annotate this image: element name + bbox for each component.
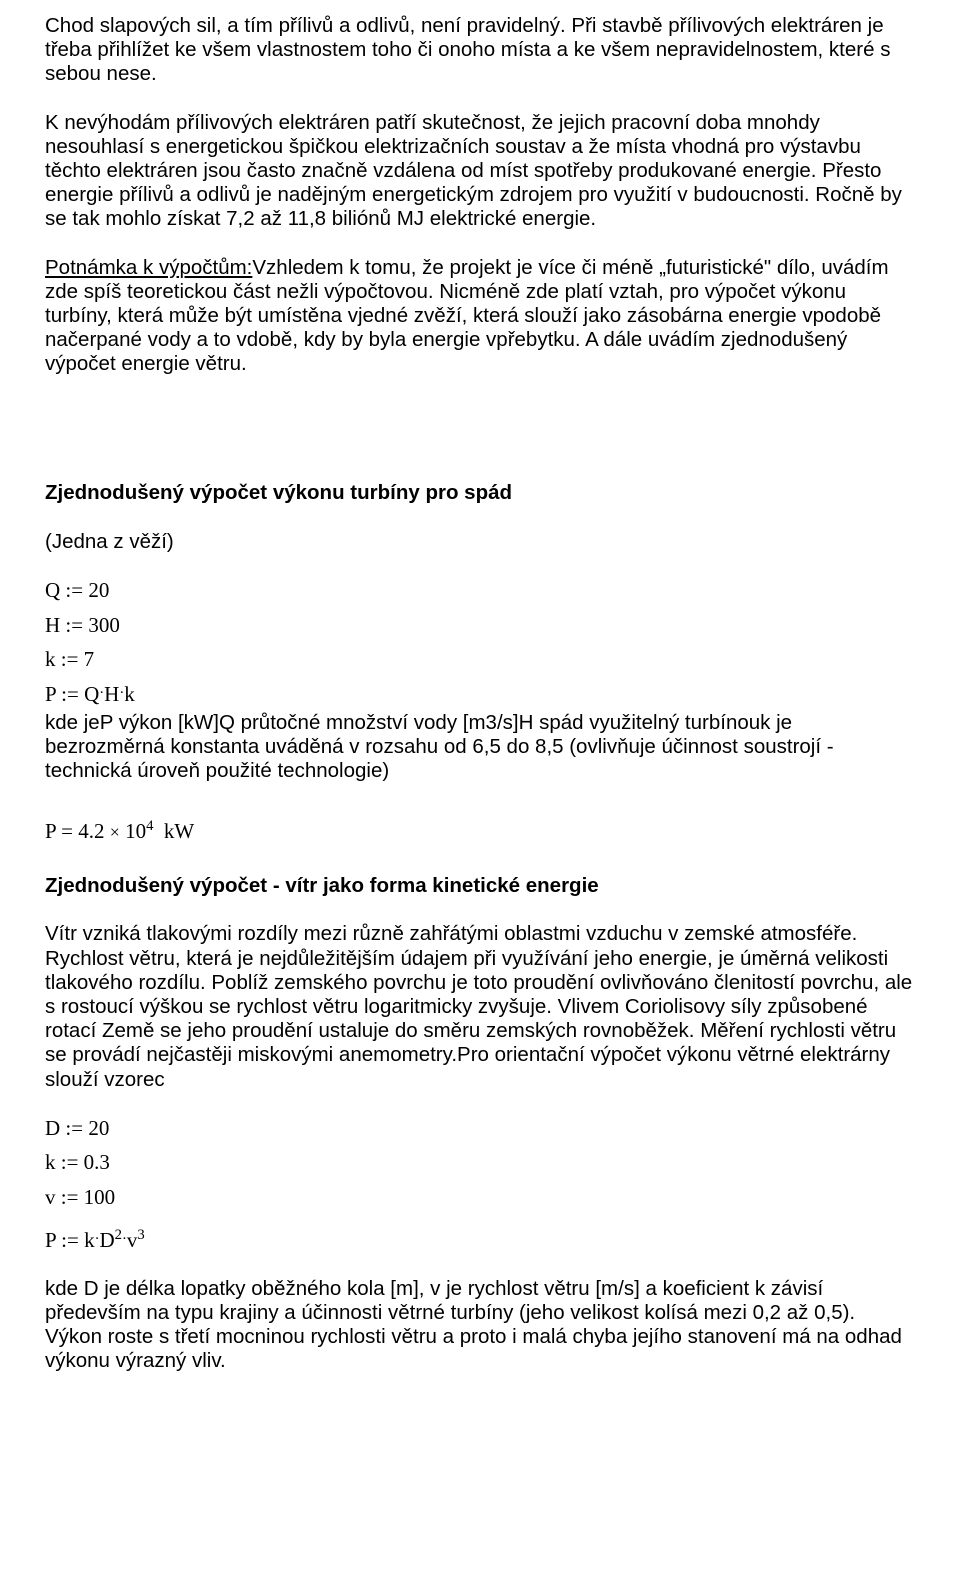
- paragraph-5: kde D je délka lopatky oběžného kola [m]…: [45, 1277, 915, 1374]
- formula-p1: P := Q·H·k: [45, 682, 915, 707]
- section-heading-turbine: Zjednodušený výpočet výkonu turbíny pro …: [45, 481, 915, 505]
- formula-d: D := 20: [45, 1116, 915, 1141]
- formula-description-1: kde jeP výkon [kW]Q průtočné množství vo…: [45, 711, 915, 784]
- formula-h: H := 300: [45, 613, 915, 638]
- paragraph-1: Chod slapových sil, a tím přílivů a odli…: [45, 14, 915, 87]
- formula-v: v := 100: [45, 1185, 915, 1210]
- paragraph-4: Vítr vzniká tlakovými rozdíly mezi různě…: [45, 922, 915, 1091]
- formula-k1: k := 7: [45, 647, 915, 672]
- section-heading-wind: Zjednodušený výpočet - vítr jako forma k…: [45, 874, 915, 898]
- formula-p2: P := k·D2·v3: [45, 1228, 915, 1253]
- paragraph-2: K nevýhodám přílivových elektráren patří…: [45, 111, 915, 232]
- subtitle-1: (Jedna z věží): [45, 530, 915, 554]
- formula-q: Q := 20: [45, 578, 915, 603]
- paragraph-3: Potnámka k výpočtům:Vzhledem k tomu, že …: [45, 256, 915, 377]
- formula-k2: k := 0.3: [45, 1150, 915, 1175]
- formula-result-1: P = 4.2 × 104 kW: [45, 819, 915, 844]
- note-label: Potnámka k výpočtům:: [45, 256, 252, 279]
